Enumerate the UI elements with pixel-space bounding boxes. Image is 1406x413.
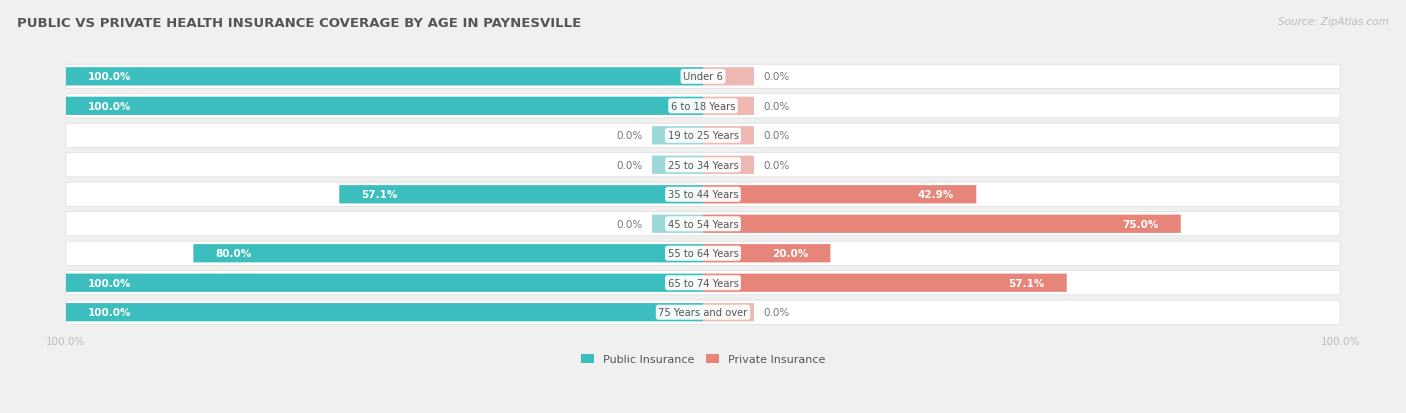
Text: PUBLIC VS PRIVATE HEALTH INSURANCE COVERAGE BY AGE IN PAYNESVILLE: PUBLIC VS PRIVATE HEALTH INSURANCE COVER… <box>17 17 581 29</box>
FancyBboxPatch shape <box>339 186 703 204</box>
Text: 0.0%: 0.0% <box>763 131 790 141</box>
FancyBboxPatch shape <box>703 156 754 175</box>
FancyBboxPatch shape <box>703 303 754 322</box>
Text: 42.9%: 42.9% <box>918 190 955 200</box>
FancyBboxPatch shape <box>703 186 976 204</box>
FancyBboxPatch shape <box>66 271 1340 295</box>
Text: 100.0%: 100.0% <box>1320 337 1360 347</box>
Text: 57.1%: 57.1% <box>1008 278 1045 288</box>
FancyBboxPatch shape <box>652 156 703 175</box>
FancyBboxPatch shape <box>194 244 703 263</box>
FancyBboxPatch shape <box>66 303 703 322</box>
Text: 100.0%: 100.0% <box>89 278 132 288</box>
FancyBboxPatch shape <box>66 124 1340 148</box>
Text: 35 to 44 Years: 35 to 44 Years <box>668 190 738 200</box>
FancyBboxPatch shape <box>703 127 754 145</box>
Text: 0.0%: 0.0% <box>763 160 790 171</box>
FancyBboxPatch shape <box>652 127 703 145</box>
Text: 100.0%: 100.0% <box>89 102 132 112</box>
Text: 20.0%: 20.0% <box>772 249 808 259</box>
Text: 65 to 74 Years: 65 to 74 Years <box>668 278 738 288</box>
Text: 0.0%: 0.0% <box>763 102 790 112</box>
FancyBboxPatch shape <box>66 95 1340 119</box>
Text: 6 to 18 Years: 6 to 18 Years <box>671 102 735 112</box>
FancyBboxPatch shape <box>66 153 1340 178</box>
Text: 57.1%: 57.1% <box>361 190 398 200</box>
Text: 100.0%: 100.0% <box>46 337 86 347</box>
Text: 25 to 34 Years: 25 to 34 Years <box>668 160 738 171</box>
Text: 45 to 54 Years: 45 to 54 Years <box>668 219 738 229</box>
Text: 0.0%: 0.0% <box>763 72 790 82</box>
FancyBboxPatch shape <box>703 68 754 86</box>
FancyBboxPatch shape <box>66 242 1340 266</box>
FancyBboxPatch shape <box>66 183 1340 207</box>
Text: 75.0%: 75.0% <box>1122 219 1159 229</box>
FancyBboxPatch shape <box>66 274 703 292</box>
FancyBboxPatch shape <box>66 68 703 86</box>
Text: 19 to 25 Years: 19 to 25 Years <box>668 131 738 141</box>
FancyBboxPatch shape <box>66 97 703 116</box>
FancyBboxPatch shape <box>703 274 1067 292</box>
FancyBboxPatch shape <box>703 215 1181 233</box>
Text: 0.0%: 0.0% <box>616 131 643 141</box>
FancyBboxPatch shape <box>66 65 1340 89</box>
Text: 75 Years and over: 75 Years and over <box>658 307 748 318</box>
Text: 0.0%: 0.0% <box>616 219 643 229</box>
Text: 0.0%: 0.0% <box>763 307 790 318</box>
Text: 100.0%: 100.0% <box>89 307 132 318</box>
Text: 80.0%: 80.0% <box>215 249 252 259</box>
Text: 55 to 64 Years: 55 to 64 Years <box>668 249 738 259</box>
Text: Under 6: Under 6 <box>683 72 723 82</box>
Legend: Public Insurance, Private Insurance: Public Insurance, Private Insurance <box>576 350 830 369</box>
FancyBboxPatch shape <box>703 97 754 116</box>
FancyBboxPatch shape <box>703 244 831 263</box>
Text: 0.0%: 0.0% <box>616 160 643 171</box>
FancyBboxPatch shape <box>66 300 1340 325</box>
FancyBboxPatch shape <box>652 215 703 233</box>
FancyBboxPatch shape <box>66 212 1340 236</box>
Text: 100.0%: 100.0% <box>89 72 132 82</box>
Text: Source: ZipAtlas.com: Source: ZipAtlas.com <box>1278 17 1389 26</box>
